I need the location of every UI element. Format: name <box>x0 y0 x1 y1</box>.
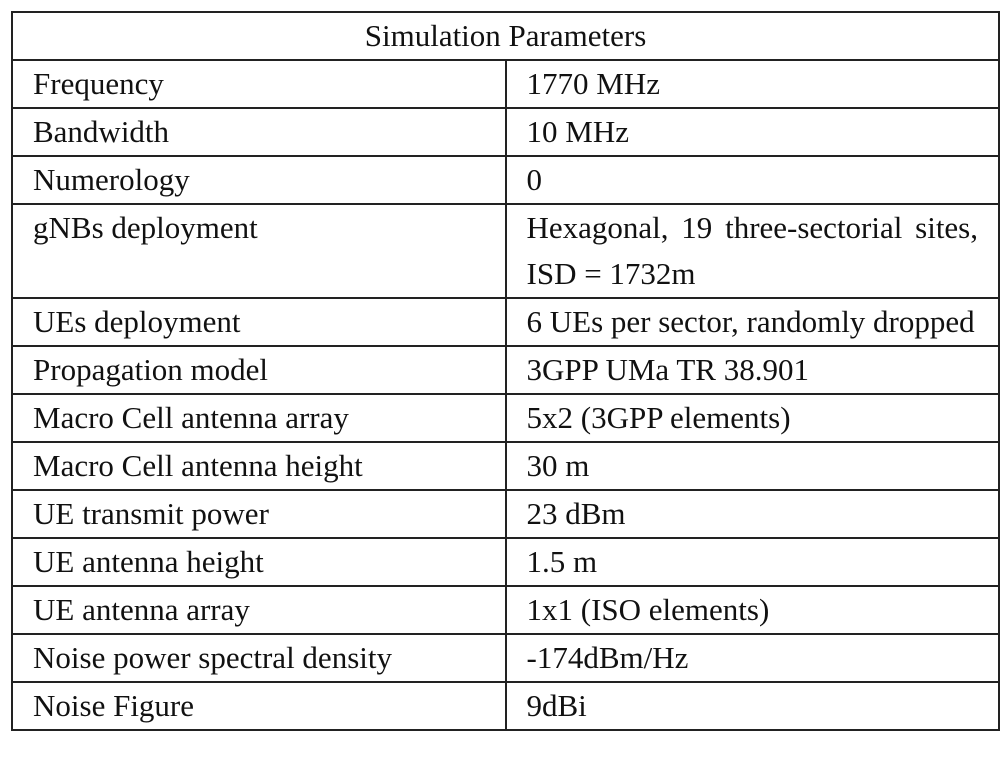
parameter-name: Macro Cell antenna array <box>11 393 507 443</box>
parameter-value: 9dBi <box>504 681 1000 731</box>
parameter-value: 6 UEs per sector, randomly dropped <box>504 297 1000 347</box>
table-row: Macro Cell antenna height 30 m <box>11 441 1000 491</box>
table-row: gNBs deployment Hexagonal, 19 three-secto… <box>11 203 1000 299</box>
parameter-name: UE antenna array <box>11 585 507 635</box>
table-row: Bandwidth 10 MHz <box>11 107 1000 157</box>
parameter-name: UE antenna height <box>11 537 507 587</box>
parameter-value: 1770 MHz <box>504 59 1000 109</box>
parameter-name: gNBs deployment <box>11 203 507 299</box>
table-row: UE antenna array 1x1 (ISO elements) <box>11 585 1000 635</box>
table-row: UE antenna height 1.5 m <box>11 537 1000 587</box>
parameter-value: 10 MHz <box>504 107 1000 157</box>
parameter-name: Noise Figure <box>11 681 507 731</box>
header-row: Simulation Parameters <box>11 11 1000 61</box>
parameter-value: 5x2 (3GPP elements) <box>504 393 1000 443</box>
parameter-value: 0 <box>504 155 1000 205</box>
parameter-value: 23 dBm <box>504 489 1000 539</box>
parameter-name: Macro Cell antenna height <box>11 441 507 491</box>
table-row: Frequency 1770 MHz <box>11 59 1000 109</box>
table-row: Noise Figure 9dBi <box>11 681 1000 731</box>
table-row: UEs deployment 6 UEs per sector, randomly… <box>11 297 1000 347</box>
parameter-value: -174dBm/Hz <box>504 633 1000 683</box>
parameter-name: Bandwidth <box>11 107 507 157</box>
parameter-value: 1x1 (ISO elements) <box>504 585 1000 635</box>
parameter-value: 3GPP UMa TR 38.901 <box>504 345 1000 395</box>
parameter-name: Noise power spectral density <box>11 633 507 683</box>
table-row: Macro Cell antenna array 5x2 (3GPP elemen… <box>11 393 1000 443</box>
parameters-table: Simulation Parameters Frequency 1770 MHz B… <box>11 11 1000 731</box>
parameter-value: Hexagonal, 19 three-sectorial sites, ISD… <box>504 203 1000 299</box>
parameter-name: Frequency <box>11 59 507 109</box>
table-row: Numerology 0 <box>11 155 1000 205</box>
parameter-name: UE transmit power <box>11 489 507 539</box>
table-row: Propagation model 3GPP UMa TR 38.901 <box>11 345 1000 395</box>
parameter-name: Propagation model <box>11 345 507 395</box>
table-title: Simulation Parameters <box>11 11 1000 61</box>
table-row: UE transmit power 23 dBm <box>11 489 1000 539</box>
parameter-name: Numerology <box>11 155 507 205</box>
parameter-value: 1.5 m <box>504 537 1000 587</box>
table-row: Noise power spectral density -174dBm/Hz <box>11 633 1000 683</box>
table-body: Frequency 1770 MHz Bandwidth 10 MHz Numerolo… <box>11 59 1000 731</box>
parameter-value: 30 m <box>504 441 1000 491</box>
parameter-name: UEs deployment <box>11 297 507 347</box>
